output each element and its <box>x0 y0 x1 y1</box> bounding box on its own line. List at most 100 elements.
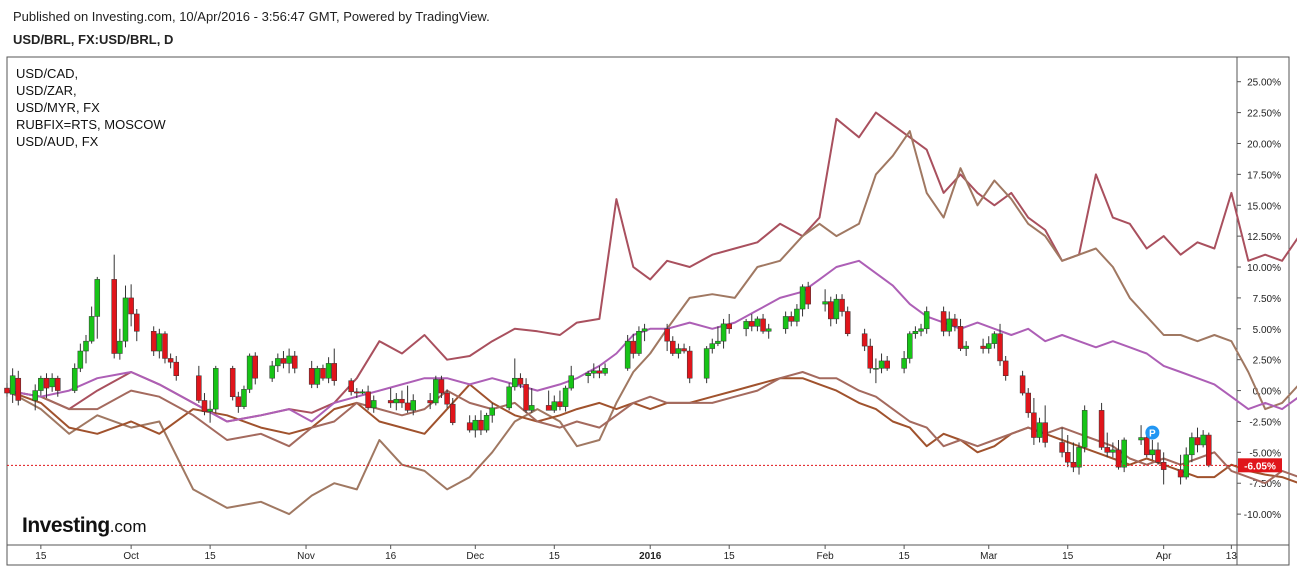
y-tick-label: 7.50% <box>1253 294 1281 305</box>
legend: USD/CAD, USD/ZAR, USD/MYR, FX RUBFIX=RTS… <box>16 65 166 150</box>
published-note: Published on Investing.com, 10/Apr/2016 … <box>13 9 490 24</box>
candle-body <box>867 345 874 369</box>
y-tick-label: -10.00% <box>1244 510 1281 521</box>
candle-body <box>269 365 275 379</box>
candle-body <box>15 377 22 401</box>
p-marker-label: P <box>1149 429 1156 440</box>
candle-body <box>749 321 755 327</box>
candle-body <box>545 405 552 411</box>
candle-body <box>743 321 749 330</box>
candle-body <box>308 368 315 385</box>
candle-body <box>675 348 682 354</box>
series-line-zar <box>6 111 1297 423</box>
candle-body <box>839 298 845 312</box>
candle-body <box>320 368 326 379</box>
candle-body <box>314 368 321 385</box>
candle-body <box>466 422 473 431</box>
candle-body <box>489 407 495 416</box>
candle-body <box>156 333 163 352</box>
candle-body <box>670 340 676 354</box>
candle-body <box>940 311 947 332</box>
legend-item-rubfix[interactable]: RUBFIX=RTS, MOSCOW <box>16 117 166 132</box>
candle-body <box>1081 410 1088 448</box>
candle-body <box>275 358 281 367</box>
legend-item-usd-cad[interactable]: USD/CAD, <box>16 66 79 81</box>
candle-body <box>1110 449 1116 453</box>
candle-body <box>551 401 558 411</box>
legend-item-usd-zar[interactable]: USD/ZAR, <box>16 83 77 98</box>
candle-body <box>55 377 61 391</box>
y-tick-label: 25.00% <box>1247 78 1281 89</box>
candle-body <box>754 318 761 327</box>
candle-body <box>1189 437 1195 456</box>
candle-body <box>794 308 800 322</box>
candle-body <box>134 313 140 332</box>
x-tick-label: 15 <box>899 551 911 562</box>
candle-body <box>49 377 55 388</box>
candle-body <box>1121 439 1127 468</box>
candle-body <box>901 358 907 369</box>
candle-body <box>624 340 631 369</box>
candle-body <box>1070 461 1077 468</box>
candle-body <box>117 340 123 354</box>
candle-body <box>1200 434 1206 446</box>
candle-body <box>1031 412 1037 438</box>
candle-body <box>94 279 101 317</box>
candle-body <box>861 333 868 347</box>
candle-body <box>596 370 603 374</box>
candle-body <box>1064 452 1071 463</box>
candle-body <box>365 391 371 409</box>
candle-body <box>167 358 174 363</box>
candle-body <box>517 377 524 385</box>
candle-body <box>1206 434 1212 466</box>
candle-body <box>1160 461 1167 470</box>
candle-body <box>980 345 986 349</box>
comparison-series <box>6 111 1297 516</box>
candle-body <box>280 358 287 364</box>
candle-body <box>1076 447 1082 468</box>
candle-body <box>918 328 924 332</box>
candle-body <box>1042 422 1048 443</box>
p-marker-icon <box>1145 425 1160 440</box>
chart-symbol-title: USD/BRL, FX:USD/BRL, D <box>13 32 174 47</box>
candle-body <box>111 279 117 354</box>
candle-body <box>585 373 591 376</box>
candle-body <box>292 355 298 369</box>
candle-body <box>602 368 608 374</box>
candle-body <box>715 340 721 344</box>
candle-body <box>241 389 247 407</box>
candle-body <box>952 318 958 327</box>
y-tick-label: 15.00% <box>1247 201 1281 212</box>
y-tick-label: 5.00% <box>1253 325 1281 336</box>
x-tick-label: Dec <box>466 551 484 562</box>
investing-logo: Investing.com <box>22 514 147 538</box>
candle-body <box>433 379 439 404</box>
candle-body <box>805 286 811 305</box>
candle-body <box>1149 449 1156 456</box>
y-tick-label: 20.00% <box>1247 139 1281 150</box>
candle-body <box>393 398 400 404</box>
legend-item-usd-myr[interactable]: USD/MYR, FX <box>16 100 100 115</box>
candle-body <box>252 355 259 379</box>
candle-body <box>873 368 879 370</box>
candle-body <box>709 343 716 349</box>
candle-body <box>720 323 727 342</box>
candle-body <box>325 363 332 379</box>
candle-body <box>1104 447 1110 453</box>
candle-body <box>591 370 597 374</box>
candle-body <box>32 390 38 401</box>
candle-body <box>985 343 992 349</box>
candle-body <box>83 340 89 352</box>
candle-body <box>923 311 930 330</box>
candle-body <box>449 403 456 423</box>
candle-body <box>71 368 78 391</box>
candle-body <box>354 391 360 394</box>
candle-body <box>641 328 648 332</box>
candle-body <box>630 340 637 354</box>
candle-body <box>833 298 840 320</box>
legend-item-usd-aud[interactable]: USD/AUD, FX <box>16 134 99 149</box>
candle-body <box>410 400 416 411</box>
y-tick-label: 0.00% <box>1253 387 1281 398</box>
logo-main: Investing <box>22 514 110 537</box>
